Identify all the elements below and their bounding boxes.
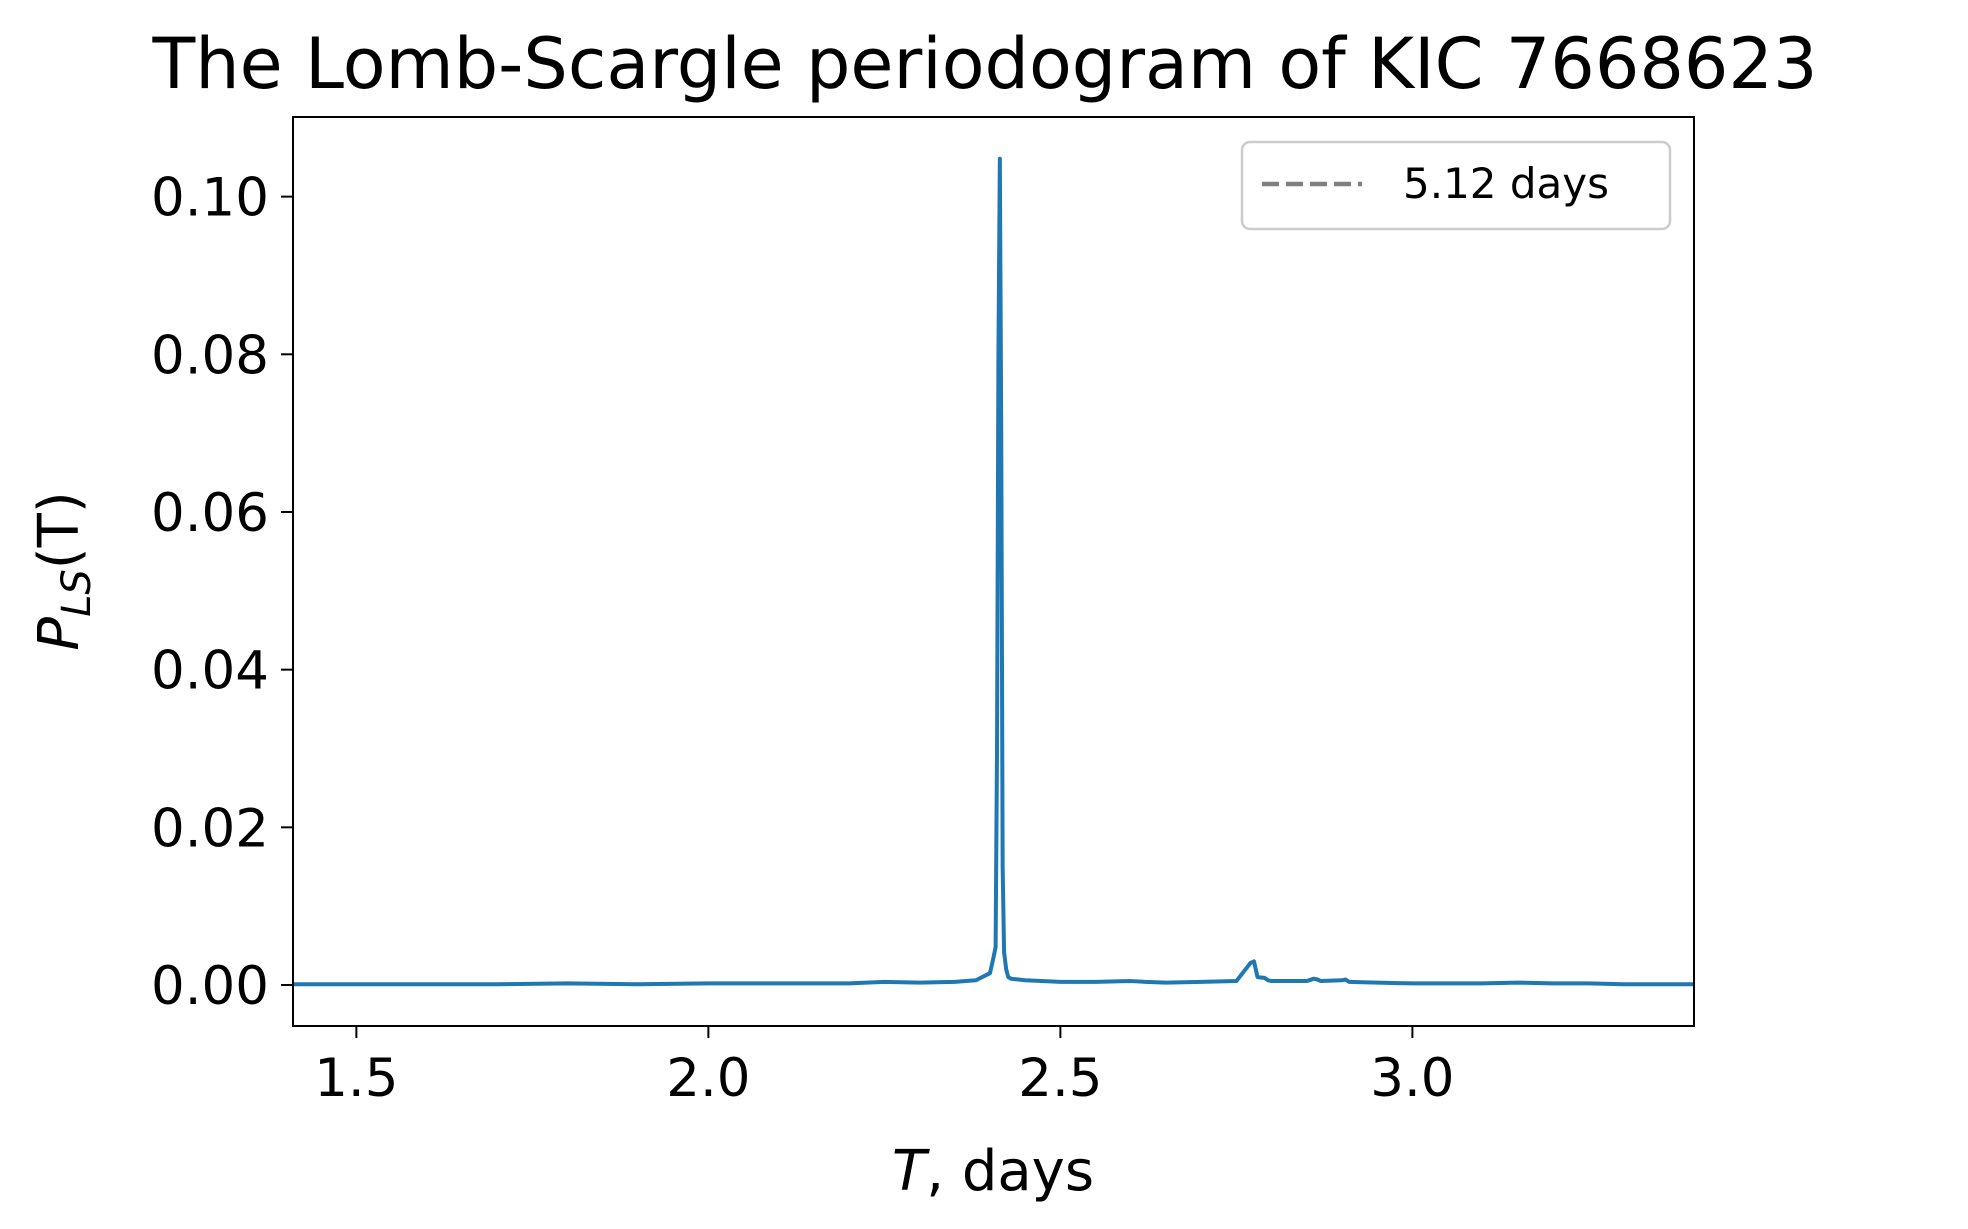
x-tick-label-3: 3.0 [1370, 1048, 1454, 1109]
y-axis: 0.00 0.02 0.04 0.06 0.08 0.10 [151, 168, 293, 1017]
x-axis: 1.5 2.0 2.5 3.0 [314, 1026, 1455, 1109]
x-tick-label-1: 2.0 [666, 1048, 750, 1109]
x-tick-label-0: 1.5 [314, 1048, 398, 1109]
plot-area [293, 117, 1694, 1026]
legend-box [1240, 140, 1672, 231]
y-tick-label-4: 0.08 [151, 325, 269, 386]
legend-label: 5.12 days [1403, 159, 1609, 208]
plot-frame [292, 116, 1695, 1027]
x-tick-label-2: 2.5 [1018, 1048, 1102, 1109]
y-tick-label-1: 0.02 [151, 798, 269, 859]
y-axis-label: PLS(T) [27, 491, 100, 650]
y-tick-label-3: 0.06 [151, 483, 269, 544]
x-axis-label: T, days [892, 1139, 1094, 1204]
y-tick-label-5: 0.10 [151, 168, 269, 229]
y-tick-label-2: 0.04 [151, 641, 269, 702]
series-line-0 [293, 156, 1694, 987]
y-tick-label-0: 0.00 [151, 956, 269, 1017]
legend: 5.12 days [1240, 140, 1672, 231]
chart-title: The Lomb-Scargle periodogram of KIC 7668… [152, 23, 1818, 105]
series-group [293, 156, 1694, 987]
